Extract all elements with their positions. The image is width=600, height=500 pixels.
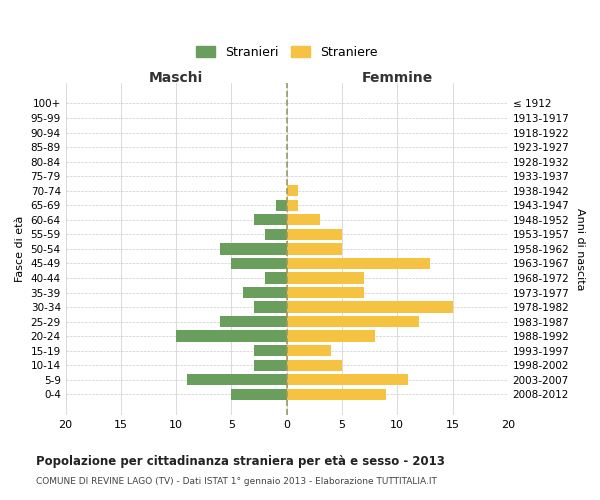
Bar: [265, 228, 287, 240]
Bar: [232, 258, 287, 269]
Bar: [254, 360, 287, 371]
Bar: [287, 258, 430, 269]
Bar: [287, 200, 298, 211]
Text: COMUNE DI REVINE LAGO (TV) - Dati ISTAT 1° gennaio 2013 - Elaborazione TUTTITALI: COMUNE DI REVINE LAGO (TV) - Dati ISTAT …: [36, 478, 437, 486]
Bar: [187, 374, 287, 386]
Legend: Stranieri, Straniere: Stranieri, Straniere: [193, 42, 381, 63]
Bar: [220, 316, 287, 328]
Text: Femmine: Femmine: [362, 70, 433, 85]
Text: Popolazione per cittadinanza straniera per età e sesso - 2013: Popolazione per cittadinanza straniera p…: [36, 455, 445, 468]
Bar: [287, 214, 320, 226]
Bar: [287, 287, 364, 298]
Bar: [220, 243, 287, 254]
Bar: [287, 185, 298, 196]
Bar: [275, 200, 287, 211]
Bar: [176, 330, 287, 342]
Bar: [287, 330, 375, 342]
Bar: [287, 272, 364, 283]
Bar: [232, 388, 287, 400]
Bar: [287, 243, 342, 254]
Bar: [287, 360, 342, 371]
Bar: [254, 302, 287, 313]
Bar: [287, 345, 331, 356]
Bar: [287, 374, 409, 386]
Y-axis label: Anni di nascita: Anni di nascita: [575, 208, 585, 290]
Y-axis label: Fasce di età: Fasce di età: [15, 216, 25, 282]
Bar: [242, 287, 287, 298]
Bar: [287, 388, 386, 400]
Bar: [265, 272, 287, 283]
Bar: [254, 214, 287, 226]
Bar: [287, 316, 419, 328]
Text: Maschi: Maschi: [149, 70, 203, 85]
Bar: [254, 345, 287, 356]
Bar: [287, 228, 342, 240]
Bar: [287, 302, 452, 313]
